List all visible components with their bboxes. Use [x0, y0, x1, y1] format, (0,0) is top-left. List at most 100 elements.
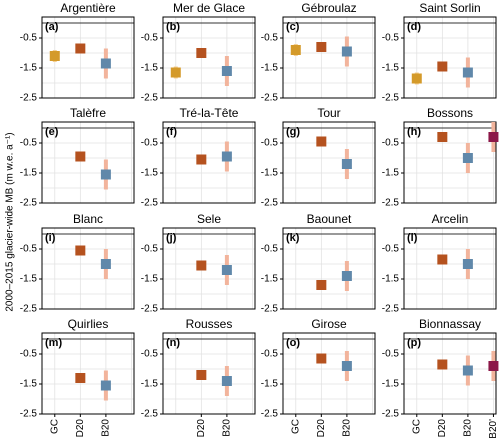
y-tick-label: -0.5 [141, 138, 159, 149]
y-tick-label: -2.5 [20, 93, 38, 104]
y-tick-label: -1.5 [20, 379, 38, 390]
panel-title: Gébroulaz [301, 1, 356, 15]
x-tick-label: B20 [222, 419, 233, 437]
panel-frame [162, 121, 256, 204]
panel-frame [162, 227, 256, 310]
marker [221, 265, 232, 275]
y-tick-label: -2.5 [261, 409, 279, 420]
x-tick-label: D20 [437, 419, 448, 438]
y-tick-label: -0.5 [141, 349, 159, 360]
marker [290, 45, 301, 55]
panel-frame [41, 227, 135, 310]
marker [75, 373, 86, 383]
panel-label: (f) [166, 126, 177, 138]
panel-label: (j) [166, 232, 177, 244]
x-tick-label: B20 [463, 419, 474, 437]
panel-frame [403, 16, 497, 99]
panel-label: (l) [407, 232, 418, 244]
panel-label: (e) [45, 126, 59, 138]
y-tick-label: -0.5 [261, 349, 279, 360]
marker [341, 159, 352, 169]
panel-title: Saint Sorlin [419, 1, 480, 15]
y-tick-label: -0.5 [20, 244, 38, 255]
panel-frame [403, 227, 497, 310]
marker [316, 353, 327, 364]
y-tick-label: -1.5 [141, 379, 159, 390]
panel-title: Bionnassay [419, 317, 481, 331]
y-tick-label: -2.5 [261, 198, 279, 209]
panel-title: Arcelin [432, 212, 469, 226]
panel-frame [403, 121, 497, 204]
panel-title: Tré-la-Tête [180, 106, 239, 120]
x-tick-label: B20 [342, 419, 353, 437]
y-tick-label: -2.5 [141, 93, 159, 104]
panel-title: Quirlies [68, 317, 109, 331]
marker [437, 359, 448, 370]
marker [341, 271, 352, 281]
panel-frame [41, 16, 135, 99]
marker [196, 154, 207, 165]
x-tick-label: B20 [101, 419, 112, 437]
panel-title: Mer de Glace [173, 1, 245, 15]
panel-title: Rousses [186, 317, 233, 331]
marker [196, 370, 207, 380]
marker [49, 51, 60, 61]
panel-label: (k) [286, 232, 300, 244]
y-tick-label: -0.5 [141, 33, 159, 44]
panel-title: Sele [197, 212, 221, 226]
y-tick-label: -1.5 [261, 379, 279, 390]
panel-frame [282, 16, 376, 99]
x-tick-label: B20' [488, 419, 499, 439]
marker [316, 280, 327, 290]
x-tick-label: GC [411, 419, 422, 434]
y-tick-label: -1.5 [20, 63, 38, 74]
marker [316, 136, 327, 147]
marker [462, 259, 473, 269]
marker [221, 151, 232, 162]
panel-title: Blanc [73, 212, 103, 226]
marker [341, 361, 352, 371]
y-tick-label: -1.5 [261, 274, 279, 285]
y-tick-label: -1.5 [20, 274, 38, 285]
marker [488, 132, 499, 142]
panel-label: (i) [45, 232, 56, 244]
y-tick-label: -2.5 [20, 198, 38, 209]
y-tick-label: -1.5 [382, 168, 400, 179]
panel-label: (n) [166, 337, 180, 349]
marker [341, 46, 352, 57]
marker [100, 169, 111, 180]
y-tick-label: -1.5 [20, 168, 38, 179]
marker [100, 259, 111, 269]
y-tick-label: -2.5 [20, 409, 38, 420]
panel-title: Girose [311, 317, 347, 331]
y-tick-label: -2.5 [141, 304, 159, 315]
x-tick-label: GC [49, 419, 60, 434]
marker [196, 48, 207, 58]
marker [462, 67, 473, 78]
marker [221, 66, 232, 76]
y-tick-label: -0.5 [20, 138, 38, 149]
panel-label: (b) [166, 21, 180, 33]
panel-frame [282, 332, 376, 415]
y-tick-label: -1.5 [261, 63, 279, 74]
y-tick-label: -0.5 [261, 244, 279, 255]
y-tick-label: -2.5 [382, 409, 400, 420]
marker [316, 42, 327, 52]
marker [75, 43, 86, 54]
panel-label: (g) [286, 126, 300, 138]
y-tick-label: -2.5 [261, 93, 279, 104]
y-axis-label: 2000–2015 glacier-wide MB (m w.e. a⁻¹) [5, 132, 16, 311]
x-tick-label: GC [290, 419, 301, 434]
marker [462, 365, 473, 376]
y-tick-label: -0.5 [382, 138, 400, 149]
panel-frame [282, 121, 376, 204]
y-tick-label: -0.5 [382, 33, 400, 44]
panel-label: (h) [407, 126, 421, 138]
y-tick-label: -1.5 [141, 168, 159, 179]
y-tick-label: -2.5 [382, 198, 400, 209]
panel-frame [41, 332, 135, 415]
marker [488, 361, 499, 371]
x-tick-label: D20 [75, 419, 86, 438]
panel-title: Tour [317, 106, 340, 120]
